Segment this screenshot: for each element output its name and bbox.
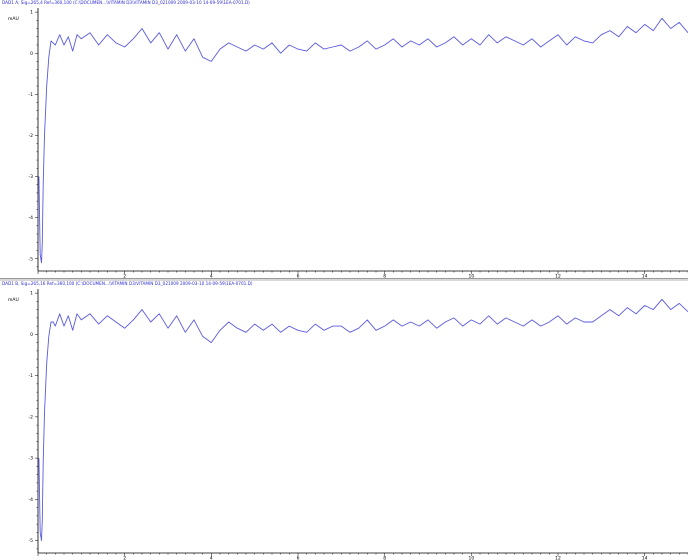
y-tick-label: 0 [30, 51, 33, 57]
y-tick-label: -4 [29, 497, 34, 503]
chromatogram-panel-b: DAD1 B, Sig=265,16 Ref=360,100 (C:\DOCUM… [0, 281, 688, 560]
y-tick-label: -3 [29, 174, 34, 180]
y-tick-label: -3 [29, 456, 34, 462]
x-tick-label: 6 [297, 274, 300, 279]
y-tick-label: -2 [29, 414, 34, 420]
panel-divider [0, 278, 688, 281]
y-tick-label: -4 [29, 215, 34, 221]
series-line [38, 298, 688, 542]
x-tick-label: 10 [468, 274, 474, 279]
x-tick-label: 10 [468, 556, 474, 560]
x-tick-label: 2 [123, 556, 126, 560]
chart-title: DAD1 A, Sig=265,4 Ref=360,100 (C:\DOCUME… [2, 0, 250, 5]
y-tick-label: -2 [29, 133, 34, 139]
y-tick-label: -5 [29, 538, 34, 544]
x-tick-label: 12 [555, 274, 561, 279]
y-axis-label: mAU [8, 16, 19, 22]
y-tick-label: 0 [30, 332, 33, 338]
y-tick-label: 1 [30, 291, 33, 297]
y-tick-label: -1 [29, 373, 34, 379]
series-line [38, 17, 688, 264]
y-tick-label: -5 [29, 256, 34, 262]
y-tick-label: -1 [29, 92, 34, 98]
x-tick-label: 12 [555, 556, 561, 560]
x-tick-label: 14 [642, 556, 648, 560]
x-tick-label: 2 [123, 274, 126, 279]
y-tick-label: 1 [30, 10, 33, 16]
x-tick-label: 4 [210, 556, 213, 560]
chart-title: DAD1 B, Sig=265,16 Ref=360,100 (C:\DOCUM… [2, 281, 253, 286]
x-tick-label: 14 [642, 274, 648, 279]
x-tick-label: 4 [210, 274, 213, 279]
x-tick-label: 8 [383, 274, 386, 279]
x-tick-label: 8 [383, 556, 386, 560]
x-tick-label: 6 [297, 556, 300, 560]
y-axis-label: mAU [8, 297, 19, 303]
chromatogram-panel-a: DAD1 A, Sig=265,4 Ref=360,100 (C:\DOCUME… [0, 0, 688, 278]
